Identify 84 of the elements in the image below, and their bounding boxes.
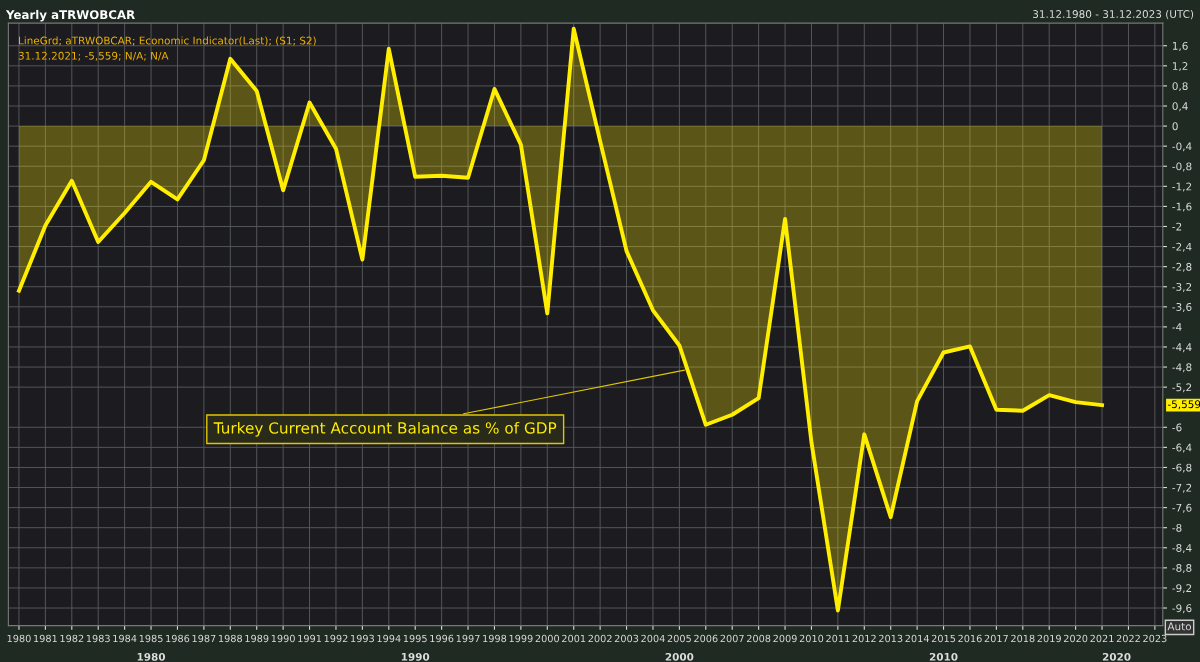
- y-tick-label: -8,8: [1172, 564, 1192, 574]
- y-tick-label: -6,8: [1172, 463, 1192, 473]
- x-tick-label: 2015: [931, 634, 956, 643]
- x-tick-label: 2019: [1037, 634, 1061, 643]
- y-tick-label: 0: [1172, 122, 1178, 131]
- y-tick-label: -6: [1172, 423, 1182, 432]
- y-tick-label: 0,8: [1172, 82, 1188, 92]
- x-tick-label: 2017: [984, 634, 1008, 643]
- text: 2020: [1102, 652, 1131, 661]
- x-tick-label: 2022: [1116, 634, 1140, 643]
- y-tick-label: -4: [1172, 323, 1182, 331]
- y-tick-label: -8,4: [1172, 544, 1192, 553]
- x-tick-label: 1989: [245, 634, 269, 643]
- y-tick-label: -9,2: [1172, 584, 1192, 594]
- y-tick-label: -3,6: [1172, 303, 1192, 312]
- y-tick-label: -9,6: [1172, 604, 1192, 614]
- x-tick-label: 2008: [746, 634, 771, 643]
- x-tick-label: 1993: [351, 634, 374, 643]
- x-tick-label: 1996: [430, 634, 454, 643]
- x-tick-label: 1983: [86, 634, 110, 643]
- y-tick-label: 0,4: [1172, 102, 1188, 112]
- x-tick-label: 2009: [773, 634, 797, 643]
- x-tick-label: 1986: [166, 634, 190, 643]
- y-tick-label: -1,2: [1172, 182, 1192, 192]
- x-tick-label: 2002: [588, 634, 612, 643]
- y-tick-label: -0,4: [1172, 142, 1192, 152]
- x-tick-label: 1997: [456, 634, 480, 643]
- x-tick-label: 2005: [667, 634, 691, 643]
- x-tick-label: 1981: [34, 634, 57, 643]
- x-tick-label: 1988: [218, 634, 242, 643]
- x-tick-label: 2000: [535, 634, 560, 643]
- x-tick-label: 1998: [483, 634, 507, 643]
- annotation: 31.12.2021; -5,559; N/A; N/A: [18, 51, 169, 61]
- x-tick-label: 2010: [799, 634, 824, 643]
- x-tick-label: 2014: [905, 634, 929, 643]
- y-tick-label: -8: [1172, 523, 1182, 532]
- x-tick-label: 2004: [641, 634, 665, 643]
- x-tick-label: 2003: [614, 634, 639, 643]
- x-tick-label: 1987: [192, 634, 216, 643]
- y-tick-label: -2,4: [1172, 242, 1192, 252]
- y-tick-label: 1,6: [1172, 41, 1188, 51]
- y-tick-label: -4,8: [1172, 363, 1192, 373]
- x-tick-label: 2012: [852, 634, 876, 643]
- y-tick-label: -7,2: [1172, 483, 1192, 493]
- text: 2010: [929, 652, 958, 661]
- x-tick-label: 1982: [60, 634, 84, 643]
- text: -5,559: [1167, 400, 1200, 410]
- y-tick-label: 1,2: [1172, 62, 1188, 72]
- x-tick-label: 1992: [324, 634, 348, 643]
- y-tick-label: -2,8: [1172, 262, 1192, 272]
- y-tick-label: -6,4: [1172, 443, 1192, 453]
- x-tick-label: 1991: [298, 634, 322, 643]
- x-tick-label: 1984: [113, 634, 137, 643]
- x-tick-label: 1980: [7, 634, 31, 643]
- x-tick-label: 2018: [1011, 634, 1035, 643]
- y-tick-label: -2: [1172, 222, 1182, 231]
- text: Auto: [1167, 622, 1192, 631]
- x-tick-label: 1999: [509, 634, 533, 643]
- x-tick-label: 2006: [694, 634, 718, 643]
- y-tick-label: -5,2: [1172, 383, 1192, 393]
- x-tick-label: 1985: [139, 634, 163, 643]
- y-tick-label: -4,4: [1172, 343, 1192, 353]
- x-tick-label: 1995: [403, 634, 427, 643]
- text: 1980: [137, 652, 166, 661]
- x-tick-label: 2011: [826, 634, 850, 643]
- y-tick-label: -3,2: [1172, 282, 1192, 292]
- text: 1990: [401, 652, 430, 661]
- x-tick-label: 2001: [562, 634, 586, 643]
- x-tick-label: 1990: [271, 634, 295, 643]
- x-tick-label: 2020: [1063, 634, 1088, 643]
- annotation: LineGrd; aTRWOBCAR; Economic Indicator(Last); (S1; S2): [19, 36, 316, 46]
- x-tick-label: 2021: [1090, 634, 1114, 643]
- x-tick-label: 2007: [720, 634, 744, 643]
- y-tick-label: -7,6: [1172, 503, 1192, 513]
- x-tick-label: 1994: [377, 634, 401, 643]
- text: 31.12.1980 - 31.12.2023 (UTC): [1033, 9, 1194, 20]
- y-tick-label: -0,8: [1172, 162, 1192, 172]
- annotation: Turkey Current Account Balance as % of GDP: [213, 421, 557, 437]
- chart-title: Yearly aTRWOBCAR: [5, 9, 135, 22]
- y-tick-label: -1,6: [1172, 202, 1192, 212]
- x-tick-label: 2013: [879, 634, 903, 643]
- x-tick-label: 2023: [1143, 634, 1167, 643]
- x-tick-label: 2016: [958, 634, 982, 643]
- text: 2000: [665, 652, 694, 661]
